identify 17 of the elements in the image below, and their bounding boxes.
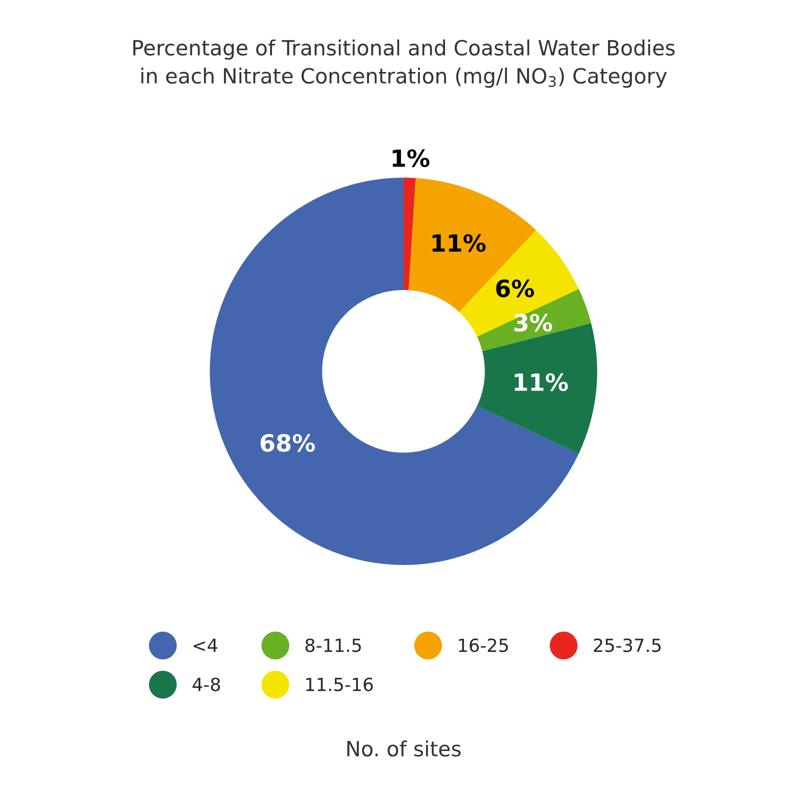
data-label: 6% [496, 279, 534, 298]
data-label: 1% [392, 149, 430, 168]
donut-slice [408, 178, 536, 312]
legend-label: 11.5-16 [306, 678, 373, 692]
legend-label: 4-8 [192, 678, 220, 692]
legend-label: <4 [194, 638, 218, 652]
legend-label: 16-25 [458, 638, 508, 652]
data-label: 3% [514, 314, 552, 332]
data-label: 68% [260, 434, 315, 452]
text: No. of sites [347, 740, 461, 757]
chart-title: Percentage of Transitional and Coastal Water Bodies in each Nitrate Concentration (mg/l NO$_{3}$) Category [133, 40, 675, 88]
legend-label: 8-11.5 [305, 638, 361, 652]
data-label: 11% [514, 373, 568, 392]
data-label: 11% [432, 234, 486, 252]
donut-slice [404, 178, 416, 290]
donut-slice [210, 178, 579, 565]
legend-label: 25-37.5 [594, 638, 661, 652]
